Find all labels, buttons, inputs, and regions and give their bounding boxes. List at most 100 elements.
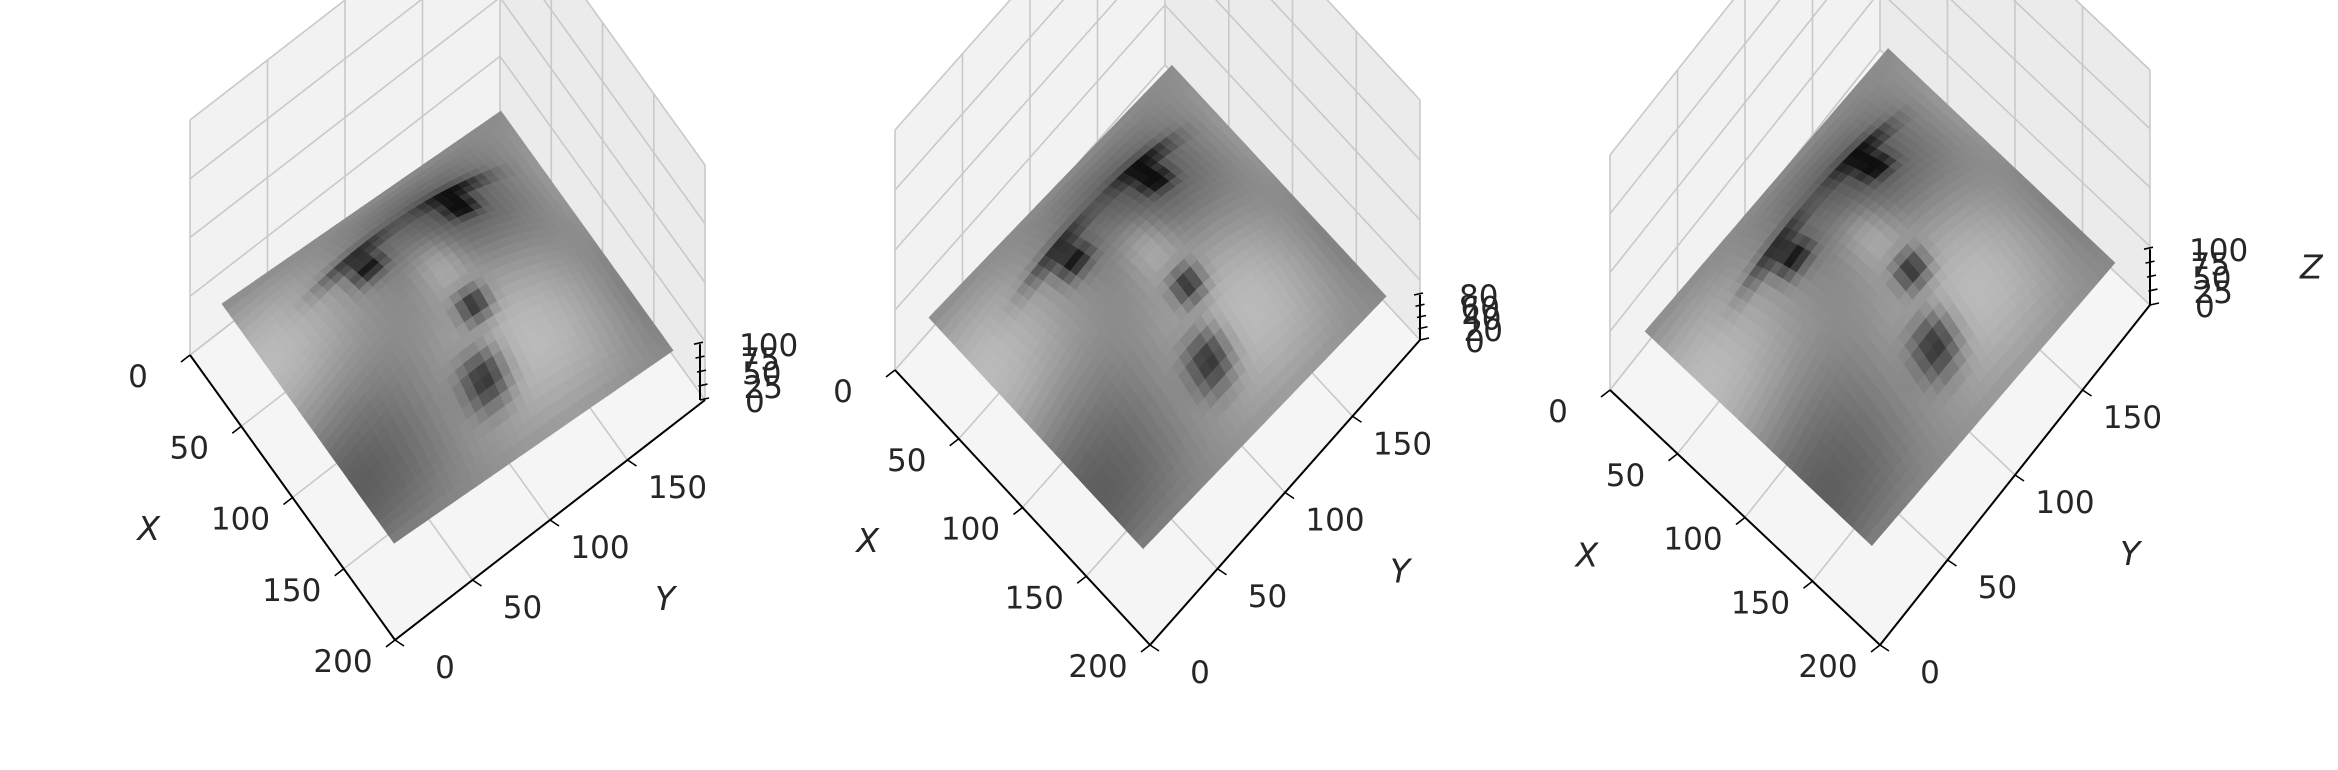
gridline-z bbox=[189, 55, 706, 342]
surface bbox=[1644, 48, 2116, 547]
gridline-z bbox=[894, 0, 1421, 251]
surface bbox=[928, 64, 1387, 550]
y-tick-label: 100 bbox=[570, 530, 629, 566]
x-tick-label: 0 bbox=[833, 374, 853, 410]
gridline-z bbox=[189, 0, 706, 166]
z-tick bbox=[698, 383, 708, 387]
surface bbox=[221, 110, 674, 544]
y-tick bbox=[2014, 474, 2025, 482]
y-tick-label: 0 bbox=[435, 650, 455, 686]
x-tick-label: 150 bbox=[1731, 585, 1790, 621]
x-axis-title: X bbox=[1574, 535, 1600, 574]
y-tick bbox=[1284, 491, 1295, 500]
y-axis-title: Y bbox=[1390, 552, 1413, 591]
z-tick-label: 40 bbox=[1462, 302, 1501, 338]
gridline-z bbox=[894, 0, 1421, 131]
x-tick bbox=[180, 354, 191, 363]
y-tick-label: 50 bbox=[1248, 579, 1287, 615]
z-tick bbox=[695, 355, 705, 359]
y-tick-label: 50 bbox=[503, 590, 542, 626]
gridline-z bbox=[189, 0, 706, 283]
y-tick bbox=[549, 519, 560, 527]
y-tick bbox=[394, 639, 405, 647]
y-tick bbox=[472, 579, 482, 587]
gridline-z bbox=[894, 0, 1421, 191]
y-tick-label: 100 bbox=[2035, 485, 2094, 521]
y-tick bbox=[1947, 559, 1957, 567]
x-tick bbox=[949, 438, 960, 447]
y-tick-label: 150 bbox=[1373, 426, 1432, 462]
x-axis-title: X bbox=[135, 509, 161, 548]
z-tick-label: 80 bbox=[1459, 279, 1498, 315]
z-tick-label: 50 bbox=[2192, 261, 2231, 297]
y-axis-title: Y bbox=[655, 579, 678, 618]
y-tick bbox=[627, 459, 637, 467]
gridline-z bbox=[1609, 0, 2151, 215]
z-tick bbox=[1416, 314, 1427, 319]
x-tick-label: 200 bbox=[1798, 649, 1857, 685]
x-tick-label: 150 bbox=[1005, 580, 1064, 616]
x-tick bbox=[1668, 453, 1678, 462]
y-tick-label: 50 bbox=[1978, 570, 2017, 606]
z-tick-label: 100 bbox=[2189, 233, 2248, 269]
x-tick-label: 0 bbox=[1548, 394, 1568, 430]
y-tick-label: 150 bbox=[2103, 400, 2162, 436]
x-tick-label: 150 bbox=[262, 573, 321, 609]
gridline-z bbox=[1609, 0, 2151, 156]
y-tick-label: 100 bbox=[1305, 503, 1364, 539]
x-tick bbox=[385, 639, 396, 648]
z-tick bbox=[696, 369, 707, 373]
x-tick bbox=[1013, 506, 1023, 516]
x-tick-label: 0 bbox=[128, 359, 148, 395]
x-tick bbox=[1803, 580, 1813, 589]
z-tick-label: 25 bbox=[2194, 275, 2233, 311]
z-tick-label: 20 bbox=[1464, 313, 1503, 349]
x-axis-title: X bbox=[854, 521, 880, 560]
z-tick bbox=[2145, 260, 2155, 264]
z-tick bbox=[1419, 337, 1430, 341]
x-tick bbox=[1140, 644, 1151, 653]
surface-cell bbox=[659, 342, 674, 357]
x-tick bbox=[885, 369, 896, 378]
x-tick bbox=[1600, 389, 1611, 398]
z-tick-label: 75 bbox=[741, 342, 780, 378]
y-tick bbox=[1352, 415, 1362, 423]
y-tick bbox=[1217, 568, 1227, 576]
x-tick-label: 50 bbox=[1606, 458, 1645, 494]
x-tick bbox=[1735, 516, 1746, 526]
z-tick-label: 0 bbox=[745, 384, 765, 420]
y-tick-label: 150 bbox=[648, 470, 707, 506]
z-tick-label: 60 bbox=[1461, 290, 1500, 326]
surface-cell bbox=[1372, 289, 1387, 305]
x-tick-label: 200 bbox=[313, 644, 372, 680]
z-tick bbox=[699, 397, 710, 401]
z-tick-label: 100 bbox=[739, 328, 798, 364]
y-axis-title: Y bbox=[2120, 534, 2143, 573]
z-tick bbox=[2143, 246, 2154, 250]
z-tick bbox=[2146, 274, 2157, 278]
y-tick bbox=[1879, 644, 1890, 652]
x-tick-label: 100 bbox=[211, 502, 270, 538]
x-tick bbox=[1076, 575, 1087, 584]
z-tick bbox=[1418, 325, 1428, 330]
y-tick bbox=[2082, 389, 2092, 397]
x-tick bbox=[1870, 644, 1881, 653]
z-axis-title: Z bbox=[2299, 247, 2324, 286]
z-tick bbox=[693, 341, 704, 345]
z-tick-label: 75 bbox=[2191, 247, 2230, 283]
surface-cell bbox=[2100, 256, 2116, 272]
z-tick bbox=[2149, 302, 2160, 306]
x-tick-label: 100 bbox=[1663, 522, 1722, 558]
x-tick-label: 100 bbox=[941, 512, 1000, 548]
z-tick bbox=[2148, 288, 2158, 292]
y-tick-label: 0 bbox=[1920, 655, 1940, 691]
x-tick-label: 50 bbox=[170, 430, 209, 466]
z-tick-label: 50 bbox=[742, 356, 781, 392]
x-tick bbox=[231, 425, 242, 434]
gridline-z bbox=[189, 0, 706, 225]
y-tick-label: 0 bbox=[1190, 655, 1210, 691]
y-tick bbox=[1149, 644, 1160, 652]
z-tick bbox=[1415, 303, 1425, 308]
